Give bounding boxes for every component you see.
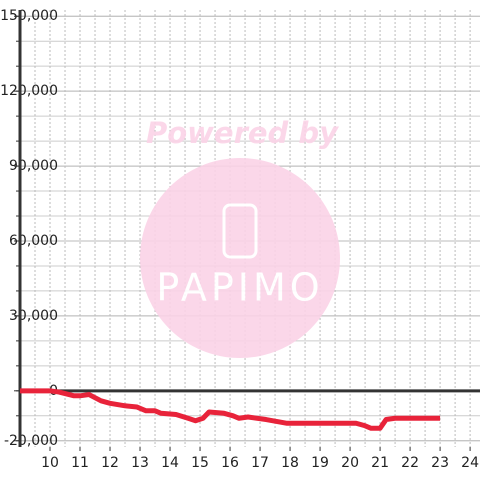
x-tick-label: 23 [431, 455, 449, 471]
watermark-icon [222, 203, 258, 259]
x-tick-label: 21 [371, 455, 389, 471]
watermark: Powered by PAPIMO [140, 116, 340, 358]
x-tick-label: 10 [41, 455, 59, 471]
x-tick-label: 14 [161, 455, 179, 471]
x-tick-label: 19 [311, 455, 329, 471]
x-tick-label: 22 [401, 455, 419, 471]
plot: -20,000030,00060,00090,000120,000150,000… [0, 8, 480, 471]
x-tick-label: 17 [251, 455, 269, 471]
x-tick-label: 15 [191, 455, 209, 471]
y-tick-label: 30,000 [9, 308, 58, 324]
watermark-text: Powered by [146, 116, 339, 150]
y-tick-label: 150,000 [0, 8, 58, 24]
x-tick-label: 11 [71, 455, 89, 471]
y-tick-label: 60,000 [9, 233, 58, 249]
x-tick-label: 13 [131, 455, 149, 471]
y-tick-label: 90,000 [9, 158, 58, 174]
y-tick-label: 120,000 [0, 83, 58, 99]
x-tick-label: 12 [101, 455, 119, 471]
y-tick-label: -20,000 [4, 433, 58, 449]
x-tick-label: 16 [221, 455, 239, 471]
x-tick-label: 18 [281, 455, 299, 471]
series-line [20, 388, 441, 431]
x-tick-label: 20 [341, 455, 359, 471]
x-tick-label: 24 [461, 455, 479, 471]
watermark-logo: PAPIMO [156, 266, 323, 310]
